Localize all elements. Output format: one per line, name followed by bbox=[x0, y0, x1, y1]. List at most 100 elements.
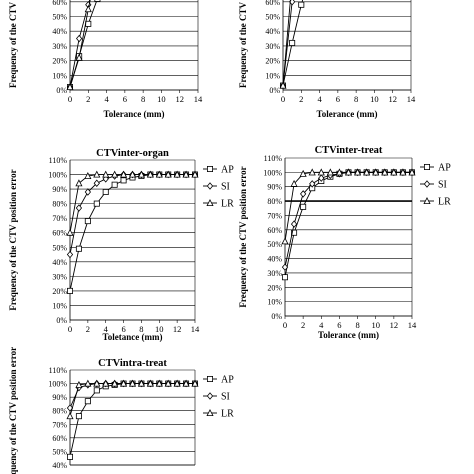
y-tick-label: 0% bbox=[269, 86, 280, 95]
data-point bbox=[111, 170, 119, 178]
y-tick-label: 10% bbox=[52, 71, 67, 80]
data-point bbox=[318, 174, 325, 182]
y-tick-label: 10% bbox=[267, 298, 282, 307]
data-point bbox=[309, 180, 316, 188]
series-line bbox=[69, 0, 91, 88]
data-point bbox=[146, 379, 154, 387]
y-tick-label: 70% bbox=[267, 211, 282, 220]
legend-label: LR bbox=[221, 199, 234, 210]
data-point bbox=[66, 83, 74, 91]
y-tick-label: 30% bbox=[52, 42, 67, 51]
data-point bbox=[93, 179, 100, 187]
y-tick-label: 80% bbox=[267, 197, 282, 206]
data-point bbox=[67, 287, 74, 294]
series-line bbox=[282, 0, 291, 86]
x-tick-label: 10 bbox=[157, 94, 166, 104]
series-lr bbox=[281, 168, 416, 245]
y-tick-label: 0% bbox=[56, 316, 67, 325]
data-point bbox=[75, 53, 83, 61]
data-point bbox=[173, 379, 181, 387]
x-tick-label: 8 bbox=[354, 94, 358, 104]
data-point bbox=[146, 170, 154, 178]
y-tick-label: 50% bbox=[52, 447, 67, 456]
y-tick-label: 60% bbox=[52, 0, 67, 7]
data-point bbox=[173, 170, 181, 178]
y-tick-label: 30% bbox=[265, 42, 280, 51]
x-tick-label: 10 bbox=[155, 324, 164, 334]
y-tick-label: 100% bbox=[263, 168, 282, 177]
y-tick-label: 0% bbox=[56, 86, 67, 95]
legend-marker bbox=[206, 409, 214, 417]
y-tick-label: 40% bbox=[52, 27, 67, 36]
data-point bbox=[85, 20, 92, 27]
x-tick-label: 8 bbox=[141, 94, 145, 104]
x-tick-label: 14 bbox=[408, 320, 417, 330]
y-tick-label: 100% bbox=[48, 171, 67, 180]
series-line bbox=[69, 0, 91, 88]
chart-panel-2: 0% 10% 20% 30% 40% 50% 60% 0 2 4 6 8 10 12 14 Tolerance… bbox=[238, 0, 416, 119]
data-point bbox=[300, 203, 307, 210]
data-point bbox=[111, 181, 118, 188]
data-point bbox=[335, 168, 343, 176]
y-tick-label: 10% bbox=[265, 71, 280, 80]
data-point bbox=[120, 379, 128, 387]
x-tick-label: 10 bbox=[370, 94, 379, 104]
x-tick-label: 6 bbox=[121, 324, 125, 334]
data-point bbox=[120, 170, 128, 178]
legend-label: SI bbox=[221, 182, 230, 193]
chart-title: CTVinter-organ bbox=[96, 148, 169, 159]
y-tick-label: 0% bbox=[271, 312, 282, 321]
y-tick-label: 70% bbox=[52, 214, 67, 223]
data-point bbox=[94, 0, 101, 2]
data-point bbox=[84, 379, 92, 387]
data-point bbox=[317, 168, 325, 176]
y-tick-label: 30% bbox=[267, 269, 282, 278]
data-point bbox=[93, 387, 100, 394]
data-point bbox=[182, 379, 190, 387]
x-tick-label: 6 bbox=[336, 94, 340, 104]
legend-label: SI bbox=[438, 180, 447, 191]
y-tick-label: 60% bbox=[52, 434, 67, 443]
data-point bbox=[164, 379, 172, 387]
legend-marker bbox=[206, 392, 214, 400]
y-tick-label: 60% bbox=[265, 0, 280, 7]
data-point bbox=[102, 379, 110, 387]
data-point bbox=[289, 39, 296, 46]
data-point bbox=[111, 379, 119, 387]
legend-marker bbox=[206, 375, 213, 382]
x-tick-label: 2 bbox=[86, 94, 90, 104]
x-tick-label: 4 bbox=[319, 320, 324, 330]
y-axis-label: Frequency of the CTV bbox=[238, 1, 248, 88]
data-point bbox=[93, 170, 101, 178]
y-tick-label: 90% bbox=[52, 393, 67, 402]
series-lr bbox=[66, 170, 199, 236]
legend-label: AP bbox=[221, 375, 234, 386]
x-tick-label: 0 bbox=[68, 324, 72, 334]
data-point bbox=[137, 170, 145, 178]
data-point bbox=[76, 34, 83, 43]
data-point bbox=[281, 237, 289, 245]
y-tick-label: 10% bbox=[52, 301, 67, 310]
x-tick-label: 12 bbox=[175, 94, 184, 104]
x-axis-label: Tolerance (mm) bbox=[104, 109, 165, 119]
data-point bbox=[93, 379, 101, 387]
legend-label: SI bbox=[221, 392, 230, 403]
data-point bbox=[390, 168, 398, 176]
y-tick-label: 20% bbox=[265, 57, 280, 66]
x-tick-label: 2 bbox=[86, 324, 90, 334]
y-tick-label: 20% bbox=[52, 287, 67, 296]
data-point bbox=[66, 404, 74, 412]
data-point bbox=[84, 5, 92, 13]
y-tick-label: 50% bbox=[52, 13, 67, 22]
y-tick-label: 50% bbox=[267, 240, 282, 249]
series-line bbox=[284, 171, 412, 278]
series-line bbox=[69, 174, 195, 255]
data-point bbox=[120, 177, 127, 184]
y-tick-label: 60% bbox=[52, 229, 67, 238]
series-triangle bbox=[66, 0, 92, 91]
data-point bbox=[93, 200, 100, 207]
series-line bbox=[69, 0, 98, 88]
y-tick-label: 70% bbox=[52, 420, 67, 429]
data-point bbox=[164, 170, 172, 178]
data-point bbox=[75, 413, 82, 420]
